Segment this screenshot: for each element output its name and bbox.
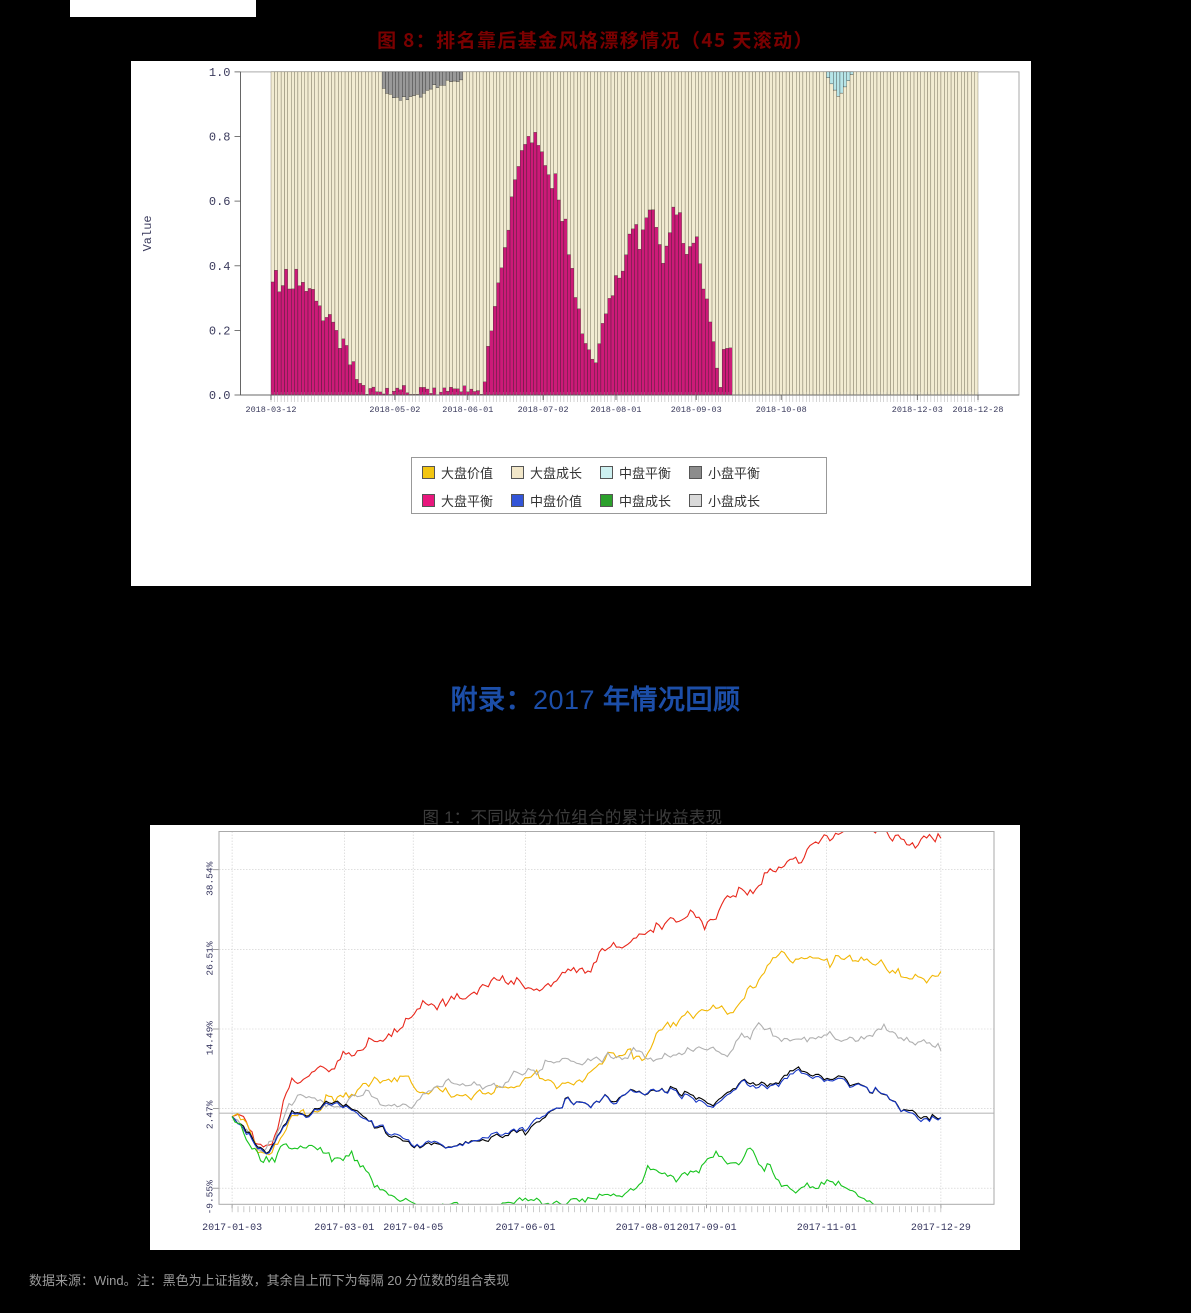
svg-text:14.49%: 14.49% xyxy=(205,1021,216,1056)
svg-text:2017-04-05: 2017-04-05 xyxy=(383,1223,443,1234)
svg-text:2018-09-03: 2018-09-03 xyxy=(671,405,722,415)
svg-text:26.51%: 26.51% xyxy=(205,941,216,976)
svg-text:2018-05-02: 2018-05-02 xyxy=(369,405,420,415)
svg-text:2018-12-03: 2018-12-03 xyxy=(892,405,943,415)
svg-text:2017-09-01: 2017-09-01 xyxy=(677,1223,737,1234)
svg-text:2018-12-28: 2018-12-28 xyxy=(952,405,1003,415)
svg-text:2017-12-29: 2017-12-29 xyxy=(911,1223,971,1234)
svg-text:38.54%: 38.54% xyxy=(205,861,216,896)
svg-text:2018-06-01: 2018-06-01 xyxy=(442,405,493,415)
svg-text:Value: Value xyxy=(141,215,155,251)
svg-text:2018-07-02: 2018-07-02 xyxy=(518,405,569,415)
svg-text:0.4: 0.4 xyxy=(209,260,231,274)
svg-text:0.8: 0.8 xyxy=(209,131,231,145)
svg-text:2017-11-01: 2017-11-01 xyxy=(797,1223,857,1234)
svg-text:2017-06-01: 2017-06-01 xyxy=(495,1223,555,1234)
svg-text:2017-08-01: 2017-08-01 xyxy=(616,1223,676,1234)
svg-text:2.47%: 2.47% xyxy=(205,1100,216,1129)
svg-text:2018-03-12: 2018-03-12 xyxy=(245,405,296,415)
svg-text:0.6: 0.6 xyxy=(209,195,231,209)
svg-text:-9.55%: -9.55% xyxy=(205,1180,216,1215)
svg-text:1.0: 1.0 xyxy=(209,66,231,80)
svg-text:0.2: 0.2 xyxy=(209,324,231,338)
svg-text:2018-10-08: 2018-10-08 xyxy=(756,405,807,415)
svg-text:0.0: 0.0 xyxy=(209,389,231,403)
svg-text:2017-03-01: 2017-03-01 xyxy=(314,1223,374,1234)
svg-text:2017-01-03: 2017-01-03 xyxy=(202,1223,262,1234)
svg-text:2018-08-01: 2018-08-01 xyxy=(590,405,641,415)
